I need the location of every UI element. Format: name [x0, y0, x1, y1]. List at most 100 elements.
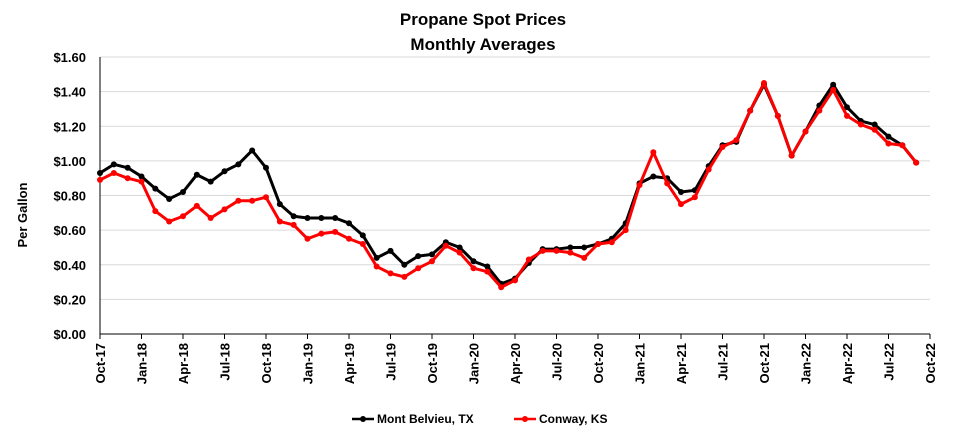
y-tick-label: $0.40	[53, 258, 86, 273]
series-layer	[97, 79, 920, 291]
data-point-conway	[318, 230, 325, 237]
data-point-mont-belvieu	[871, 121, 878, 128]
data-point-mont-belvieu	[152, 185, 159, 192]
data-point-conway	[498, 284, 505, 291]
data-point-mont-belvieu	[650, 173, 657, 180]
data-point-conway	[567, 249, 574, 256]
series-conway	[97, 79, 920, 291]
data-point-conway	[442, 242, 449, 249]
data-point-mont-belvieu	[249, 147, 256, 154]
data-point-conway	[401, 273, 408, 280]
data-point-conway	[332, 228, 339, 235]
x-tick-label: Oct-17	[93, 343, 108, 383]
data-point-mont-belvieu	[844, 104, 850, 111]
y-tick-label: $0.00	[53, 327, 86, 342]
data-point-conway	[235, 197, 242, 204]
x-tick-label: Jan-21	[633, 343, 648, 384]
data-point-conway	[470, 265, 477, 272]
data-point-conway	[913, 159, 920, 166]
legend-marker-mont-belvieu	[360, 416, 366, 422]
data-point-conway	[249, 197, 256, 204]
x-tick-label: Oct-18	[259, 343, 274, 383]
data-point-mont-belvieu	[359, 232, 366, 239]
x-tick-label: Jul-19	[384, 343, 399, 381]
data-point-conway	[581, 254, 588, 261]
data-point-mont-belvieu	[110, 161, 117, 168]
data-point-conway	[263, 194, 269, 201]
data-point-conway	[761, 79, 767, 86]
x-tick-label: Apr-19	[342, 343, 357, 384]
data-point-mont-belvieu	[678, 189, 684, 196]
chart-title: Propane Spot Prices	[400, 10, 566, 29]
data-point-conway	[830, 86, 837, 93]
x-tick-label: Apr-20	[508, 343, 523, 384]
data-point-conway	[539, 247, 546, 254]
data-point-conway	[650, 149, 657, 156]
x-tick-label: Jul-20	[550, 343, 565, 381]
data-point-conway	[844, 112, 850, 119]
y-tick-label: $1.60	[53, 50, 86, 65]
x-tick-label: Jan-18	[135, 343, 150, 384]
data-point-conway	[622, 227, 629, 234]
data-point-conway	[719, 144, 726, 151]
legend-item-mont-belvieu: Mont Belvieu, TX	[352, 412, 474, 426]
data-point-mont-belvieu	[207, 178, 214, 185]
data-point-conway	[802, 128, 809, 135]
x-tick-label: Jul-22	[882, 343, 897, 381]
data-point-conway	[346, 235, 352, 242]
y-tick-label: $1.20	[53, 119, 86, 134]
data-point-conway	[152, 208, 159, 215]
legend-item-conway: Conway, KS	[514, 412, 607, 426]
x-tick-label: Jan-22	[799, 343, 814, 384]
data-point-mont-belvieu	[456, 244, 463, 251]
data-point-conway	[525, 256, 532, 263]
data-point-conway	[608, 239, 615, 246]
data-point-conway	[290, 221, 297, 228]
y-tick-label: $0.60	[53, 223, 86, 238]
data-point-conway	[429, 258, 435, 265]
data-point-mont-belvieu	[346, 220, 352, 227]
data-point-conway	[691, 194, 698, 201]
data-point-mont-belvieu	[484, 263, 491, 270]
data-point-mont-belvieu	[290, 213, 297, 220]
data-point-mont-belvieu	[97, 169, 103, 176]
data-point-mont-belvieu	[235, 161, 242, 168]
x-tick-label: Oct-21	[757, 343, 772, 383]
y-tick-label: $0.20	[53, 292, 86, 307]
data-point-mont-belvieu	[304, 215, 311, 222]
data-point-conway	[512, 277, 518, 284]
data-point-conway	[747, 107, 754, 114]
y-axis-title: Per Gallon	[15, 182, 30, 247]
data-point-mont-belvieu	[263, 164, 269, 171]
data-point-conway	[774, 112, 781, 119]
data-point-mont-belvieu	[470, 258, 477, 265]
data-point-mont-belvieu	[221, 168, 228, 175]
y-tick-label: $1.40	[53, 85, 86, 100]
data-point-mont-belvieu	[193, 171, 200, 178]
data-point-conway	[733, 137, 740, 144]
data-point-conway	[373, 263, 380, 270]
data-point-conway	[456, 249, 463, 256]
legend: Mont Belvieu, TX Conway, KS	[352, 412, 607, 426]
data-point-conway	[415, 265, 422, 272]
y-tick-label: $0.80	[53, 189, 86, 204]
data-point-mont-belvieu	[138, 173, 145, 180]
data-point-conway	[138, 178, 145, 185]
data-point-mont-belvieu	[180, 189, 186, 196]
data-point-conway	[871, 126, 878, 133]
data-point-mont-belvieu	[387, 247, 394, 254]
series-mont-belvieu	[97, 81, 920, 287]
data-point-mont-belvieu	[581, 244, 588, 251]
legend-marker-conway	[522, 416, 528, 422]
gridlines	[100, 56, 930, 300]
series-line-conway	[99, 81, 918, 289]
x-tick-label: Jan-20	[467, 343, 482, 384]
data-point-conway	[636, 182, 643, 189]
data-point-conway	[124, 175, 131, 182]
data-point-mont-belvieu	[885, 133, 892, 140]
data-point-conway	[705, 166, 712, 173]
data-point-conway	[899, 142, 906, 149]
data-point-mont-belvieu	[415, 253, 422, 260]
data-point-mont-belvieu	[124, 164, 131, 171]
